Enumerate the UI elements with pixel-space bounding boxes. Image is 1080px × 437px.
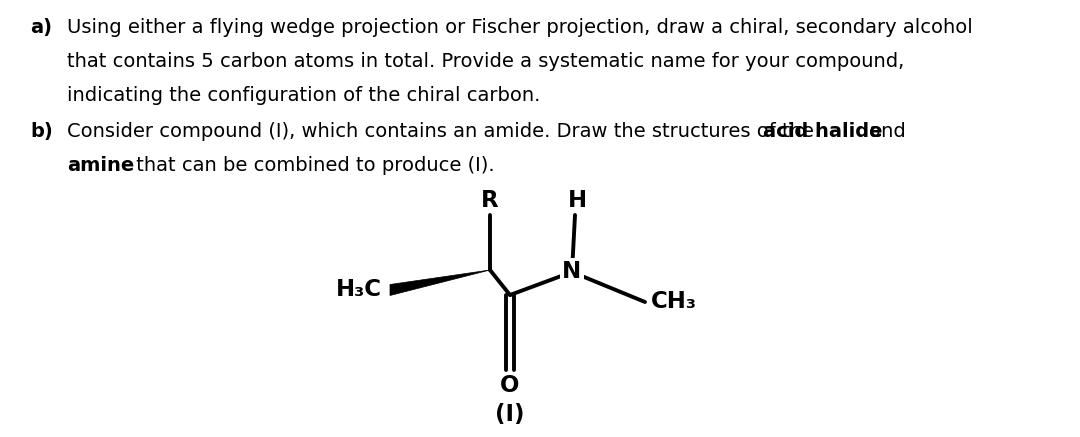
Text: N: N [563, 260, 582, 284]
Text: O: O [500, 374, 519, 397]
Text: amine: amine [67, 156, 134, 175]
Text: H₃C: H₃C [336, 278, 382, 302]
Text: indicating the configuration of the chiral carbon.: indicating the configuration of the chir… [67, 86, 540, 105]
Text: Using either a flying wedge projection or Fischer projection, draw a chiral, sec: Using either a flying wedge projection o… [67, 18, 973, 37]
Text: (I): (I) [496, 403, 525, 427]
Polygon shape [390, 270, 490, 295]
Text: CH₃: CH₃ [651, 291, 697, 313]
Text: R: R [482, 189, 499, 212]
Text: and: and [863, 122, 906, 141]
Text: H: H [567, 189, 586, 212]
Text: Consider compound (I), which contains an amide. Draw the structures of the: Consider compound (I), which contains an… [67, 122, 820, 141]
Text: acid halide: acid halide [762, 122, 882, 141]
Text: b): b) [30, 122, 53, 141]
Text: that can be combined to produce (I).: that can be combined to produce (I). [130, 156, 495, 175]
Text: that contains 5 carbon atoms in total. Provide a systematic name for your compou: that contains 5 carbon atoms in total. P… [67, 52, 904, 71]
Text: a): a) [30, 18, 52, 37]
